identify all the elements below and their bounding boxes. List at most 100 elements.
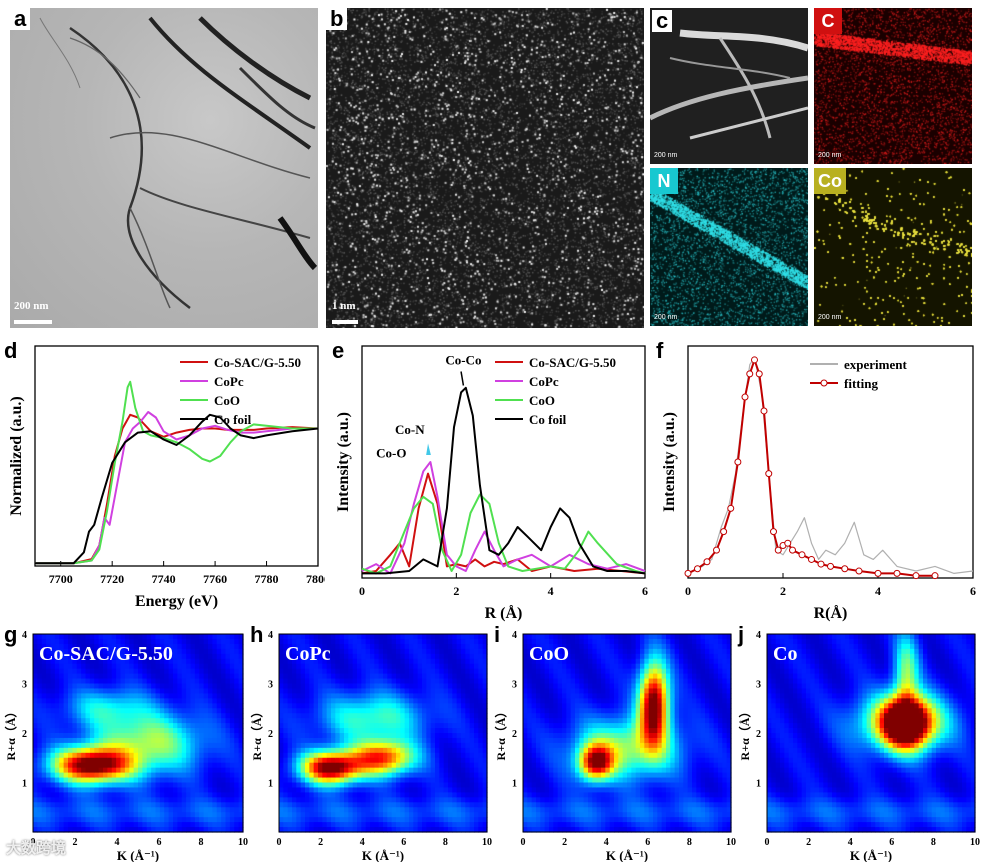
heatmap-cell	[400, 638, 406, 645]
heatmap-cell	[173, 792, 178, 798]
heatmap-cell	[588, 638, 593, 645]
heatmap-cell	[391, 807, 397, 813]
heatmap-cell	[387, 658, 393, 665]
heatmap-cell	[575, 653, 580, 660]
heatmap-cell	[94, 802, 100, 808]
heatmap-cell	[378, 797, 384, 803]
heatmap-cell	[94, 737, 100, 744]
heatmap-cell	[553, 787, 559, 793]
heatmap-cell	[374, 648, 380, 655]
heatmap-cell	[181, 812, 187, 818]
heatmap-cell	[374, 767, 380, 774]
heatmap-cell	[129, 688, 135, 694]
heatmap-cell	[452, 817, 458, 823]
heatmap-cell	[448, 733, 453, 739]
heatmap-cell	[138, 638, 143, 645]
heatmap-cell	[63, 752, 69, 759]
heatmap-cell	[344, 688, 349, 694]
heatmap-cell	[129, 767, 135, 774]
heatmap-cell	[422, 752, 427, 759]
heatmap-cell	[618, 643, 624, 650]
heatmap-cell	[120, 673, 126, 680]
heatmap-cell	[181, 663, 187, 670]
heatmap-cell	[596, 668, 602, 675]
heatmap-cell	[387, 767, 393, 774]
heatmap-cell	[85, 812, 91, 818]
heatmap-cell	[583, 757, 589, 764]
heatmap-cell	[348, 777, 354, 784]
heatmap-cell	[326, 827, 332, 833]
heatmap-cell	[592, 747, 598, 754]
heatmap-cell	[536, 698, 541, 704]
heatmap-cell	[89, 752, 95, 759]
heatmap-cell	[203, 698, 209, 704]
heatmap-cell	[94, 742, 100, 749]
heatmap-cell	[81, 713, 87, 719]
heatmap-cell	[409, 688, 414, 694]
heatmap-cell	[322, 648, 328, 655]
heatmap-cell	[181, 742, 187, 749]
heatmap-cell	[124, 728, 130, 734]
heatmap-cell	[287, 752, 293, 759]
heatmap-cell	[592, 723, 598, 729]
heatmap-cell	[116, 678, 122, 685]
heatmap-cell	[76, 648, 82, 655]
heatmap-cell	[120, 817, 126, 823]
heatmap-cell	[592, 703, 598, 709]
heatmap-cell	[335, 713, 341, 719]
heatmap-cell	[448, 757, 453, 764]
heatmap-cell	[374, 663, 380, 670]
heatmap-cell	[313, 792, 319, 798]
heatmap-cell	[609, 673, 615, 680]
heatmap-cell	[357, 688, 362, 694]
heatmap-cell	[103, 757, 108, 764]
heatmap-cell	[221, 663, 227, 670]
heatmap-cell	[225, 678, 231, 685]
heatmap-cell	[474, 807, 479, 813]
heatmap-cell	[570, 658, 576, 665]
heatmap-cell	[322, 638, 328, 645]
heatmap-cell	[81, 634, 87, 640]
heatmap-cell	[203, 757, 209, 764]
heatmap-cell	[344, 802, 349, 808]
heatmap-cell	[357, 802, 362, 808]
heatmap-cell	[588, 658, 593, 665]
heatmap-cell	[614, 822, 619, 828]
heatmap-cell	[98, 752, 104, 759]
heatmap-cell	[59, 752, 65, 759]
legend-label: fitting	[844, 376, 878, 391]
heatmap-cell	[186, 797, 192, 803]
heatmap-cell	[199, 718, 205, 724]
heatmap-cell	[400, 792, 406, 798]
heatmap-cell	[531, 698, 537, 704]
heatmap-cell	[396, 822, 401, 828]
heatmap-cell	[365, 668, 371, 675]
heatmap-cell	[155, 658, 161, 665]
heatmap-cell	[588, 693, 593, 699]
heatmap-cell	[461, 728, 466, 734]
heatmap-cell	[370, 634, 375, 640]
heatmap-cell	[300, 668, 306, 675]
heatmap-cell	[409, 638, 414, 645]
heatmap-cell	[365, 777, 371, 784]
heatmap-cell	[318, 737, 323, 744]
heatmap-cell	[98, 673, 104, 680]
heatmap-cell	[305, 668, 310, 675]
heatmap-cell	[146, 797, 152, 803]
heatmap-cell	[622, 703, 628, 709]
heatmap-cell	[396, 807, 401, 813]
heatmap-cell	[361, 827, 367, 833]
heatmap-cell	[430, 653, 436, 660]
heatmap-cell	[63, 708, 69, 714]
heatmap-cell	[592, 678, 598, 685]
heatmap-cell	[292, 767, 297, 774]
heatmap-cell	[33, 728, 38, 734]
heatmap-cell	[238, 723, 244, 729]
heatmap-cell	[194, 713, 200, 719]
heatmap-cell	[352, 703, 358, 709]
heatmap-cell	[151, 668, 157, 675]
heatmap-cell	[142, 728, 148, 734]
heatmap-cell	[124, 772, 130, 779]
heatmap-cell	[309, 663, 315, 670]
panel-label-i: i	[494, 622, 501, 647]
